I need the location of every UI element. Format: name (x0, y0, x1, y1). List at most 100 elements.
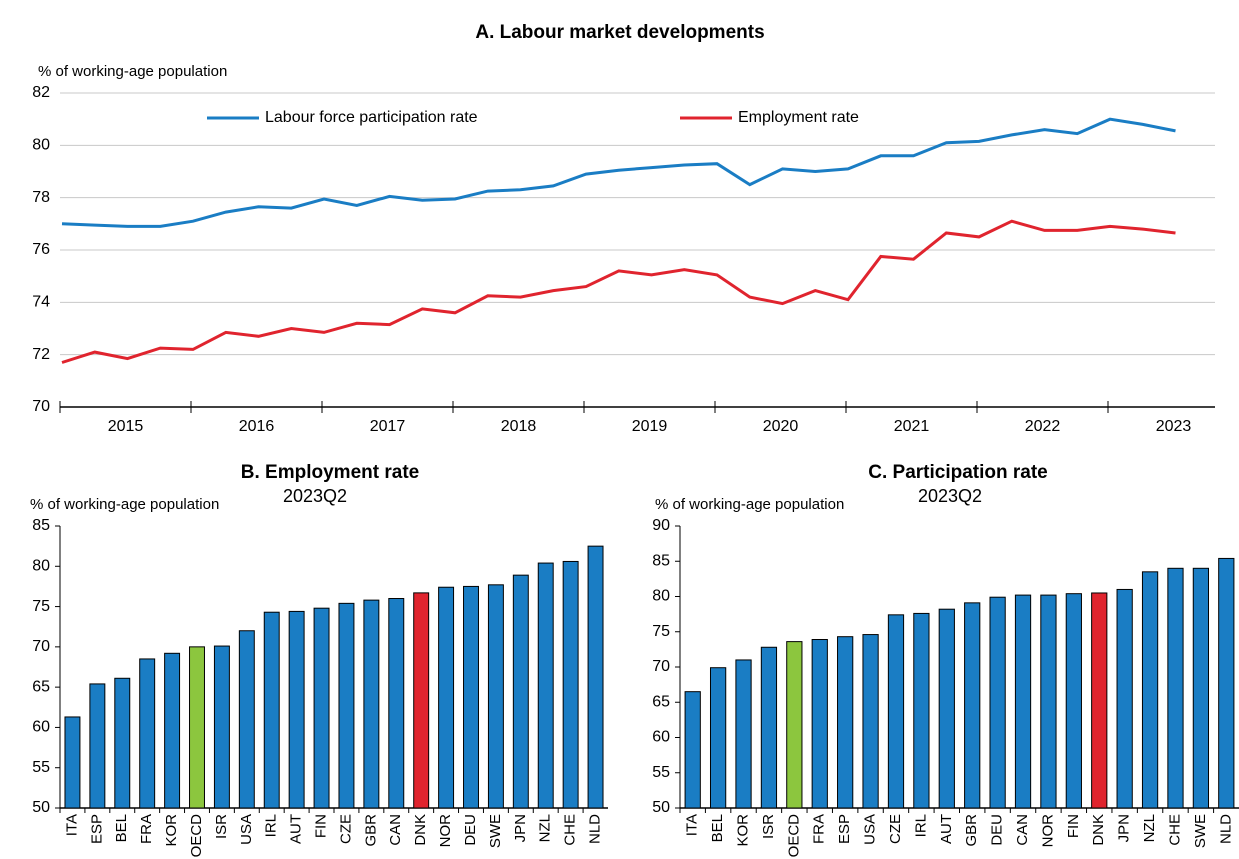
x-tick-label: FRA (138, 814, 155, 844)
bar (1065, 593, 1082, 809)
chart-title: C. Participation rate (868, 462, 1048, 483)
x-tick-label: OECD (785, 814, 802, 858)
bar (139, 658, 156, 809)
y-tick-label: 70 (652, 658, 670, 675)
bar (862, 634, 879, 809)
bar (709, 667, 727, 809)
bar (363, 599, 380, 809)
y-tick-label: 50 (32, 799, 50, 816)
y-tick-label: 80 (652, 588, 670, 605)
x-tick-label: 2019 (632, 418, 668, 435)
bar (512, 574, 529, 809)
bar (760, 646, 778, 809)
bar (487, 584, 504, 809)
bar (913, 612, 930, 809)
bar (587, 545, 604, 809)
y-tick-label: 85 (32, 517, 50, 534)
bar (735, 659, 752, 809)
x-tick-label: ISR (760, 814, 777, 839)
bar (288, 610, 305, 809)
x-tick-label: AUT (288, 814, 305, 844)
x-tick-label: BEL (709, 814, 726, 842)
x-tick-label: KOR (734, 814, 751, 847)
y-tick-label: 75 (32, 598, 50, 615)
x-tick-label: ITA (684, 814, 701, 836)
x-tick-label: 2023 (1156, 418, 1192, 435)
line (61, 117, 1176, 228)
x-tick-label: 2021 (894, 418, 930, 435)
bar (1167, 567, 1184, 809)
bar (562, 560, 579, 809)
x-tick-label: CHE (1166, 814, 1183, 846)
y-tick-label: 80 (32, 558, 50, 575)
x-tick-label: 2020 (763, 418, 799, 435)
y-tick-label: 55 (32, 759, 50, 776)
bar (964, 602, 981, 809)
x-tick-label: DEU (462, 814, 479, 846)
x-tick-label: DNK (1090, 814, 1107, 846)
bar (463, 585, 479, 809)
x-tick-label: CAN (1014, 814, 1031, 846)
bar (811, 639, 828, 809)
legend-label: Employment rate (738, 109, 859, 126)
x-tick-label: OECD (188, 814, 205, 858)
subtitle: 2023Q2 (283, 486, 347, 506)
x-tick-label: AUT (938, 814, 955, 844)
bar (1218, 557, 1235, 809)
y-tick-label: 70 (32, 398, 50, 415)
bar (114, 677, 131, 809)
x-tick-label: KOR (163, 814, 180, 847)
bar (1014, 594, 1032, 809)
x-tick-label: GBR (963, 814, 980, 847)
y-axis-label: % of working-age population (30, 496, 219, 513)
x-tick-label: FIN (313, 814, 330, 838)
y-tick-label: 76 (32, 241, 50, 258)
chart-title: A. Labour market developments (475, 22, 764, 43)
x-tick-label: CAN (387, 814, 404, 846)
x-tick-label: ESP (836, 814, 853, 844)
y-tick-label: 65 (652, 693, 670, 710)
bar (786, 641, 803, 809)
line (61, 219, 1176, 364)
bar (263, 611, 280, 809)
bar (64, 716, 81, 809)
bar (338, 602, 355, 809)
bar (1192, 567, 1210, 809)
chart-title: B. Employment rate (241, 462, 419, 483)
bar (684, 691, 701, 809)
x-tick-label: JPN (1116, 814, 1133, 842)
x-tick-label: IRL (912, 814, 929, 837)
x-tick-label: CZE (887, 814, 904, 844)
y-tick-label: 90 (652, 517, 670, 534)
x-tick-label: NOR (1039, 814, 1056, 848)
y-tick-label: 85 (652, 552, 670, 569)
x-tick-label: ESP (88, 814, 105, 844)
x-tick-label: IRL (263, 814, 280, 837)
bar (388, 598, 405, 809)
x-tick-label: JPN (512, 814, 529, 842)
bar (1141, 571, 1159, 809)
bar (1040, 594, 1057, 809)
x-tick-label: 2016 (239, 418, 275, 435)
x-tick-label: BEL (113, 814, 130, 842)
bar (164, 652, 181, 809)
x-tick-label: NZL (1141, 814, 1158, 842)
x-tick-label: NZL (537, 814, 554, 842)
x-tick-label: DEU (989, 814, 1006, 846)
bar (887, 614, 905, 809)
bar (189, 646, 205, 809)
y-tick-label: 82 (32, 84, 50, 101)
x-tick-label: SWE (1192, 814, 1209, 848)
x-tick-label: FRA (811, 814, 828, 844)
y-tick-label: 75 (652, 623, 670, 640)
bar (438, 586, 455, 809)
y-tick-label: 80 (32, 137, 50, 154)
y-tick-label: 78 (32, 189, 50, 206)
x-tick-label: NLD (587, 814, 604, 844)
bar (938, 608, 955, 809)
bar (313, 607, 330, 809)
x-tick-label: ISR (213, 814, 230, 839)
y-tick-label: 50 (652, 799, 670, 816)
y-tick-label: 70 (32, 638, 50, 655)
y-tick-label: 65 (32, 678, 50, 695)
